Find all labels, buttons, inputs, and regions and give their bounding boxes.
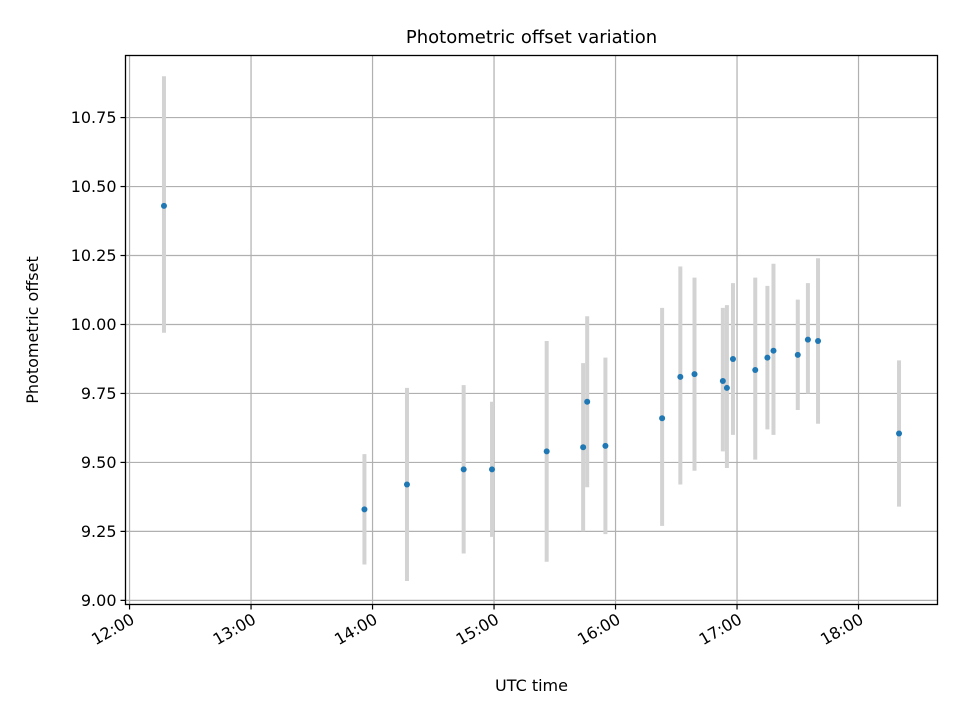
data-points	[160, 202, 903, 513]
chart-title: Photometric offset variation	[406, 27, 657, 48]
data-point	[764, 354, 771, 361]
y-tick-label: 10.00	[71, 315, 117, 334]
y-tick-label: 10.25	[71, 246, 117, 265]
data-point	[543, 448, 550, 455]
data-point	[723, 384, 730, 391]
data-point	[460, 466, 467, 473]
data-point	[804, 336, 811, 343]
data-point	[659, 415, 666, 422]
y-tick-label: 9.25	[81, 522, 117, 541]
y-axis-ticks: 9.00 9.25 9.50 9.75 10.00 10.25 10.50 10.75	[71, 108, 126, 610]
data-point	[160, 202, 167, 209]
data-point	[677, 373, 684, 380]
grid	[125, 55, 938, 605]
y-tick-label: 9.75	[81, 384, 117, 403]
data-point	[584, 398, 591, 405]
y-tick-label: 9.50	[81, 453, 117, 472]
y-tick-label: 10.50	[71, 177, 117, 196]
data-point	[770, 347, 777, 354]
data-point	[896, 430, 903, 437]
data-point	[729, 355, 736, 362]
data-point	[815, 338, 822, 345]
data-point	[794, 351, 801, 358]
y-tick-label: 10.75	[71, 108, 117, 127]
y-tick-label: 9.00	[81, 591, 117, 610]
data-point	[403, 481, 410, 488]
data-point	[602, 442, 609, 449]
data-point	[489, 466, 496, 473]
x-axis-label: UTC time	[495, 676, 568, 695]
data-point	[580, 444, 587, 451]
data-point	[752, 367, 759, 374]
y-axis-label: Photometric offset	[23, 256, 42, 404]
plot-frame	[124, 54, 939, 606]
data-point	[719, 378, 726, 385]
data-point	[361, 506, 368, 513]
data-point	[691, 371, 698, 378]
